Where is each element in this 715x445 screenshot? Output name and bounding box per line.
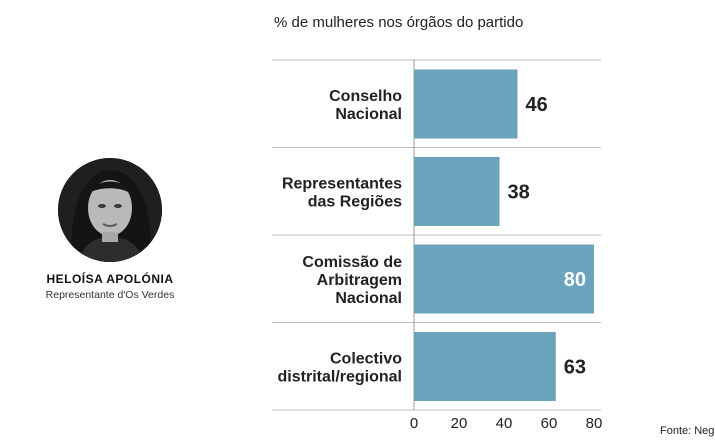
bar bbox=[414, 69, 518, 139]
category-label: Nacional bbox=[335, 106, 402, 123]
person-role: Representante d'Os Verdes bbox=[45, 289, 175, 301]
chart-title: % de mulheres nos órgãos do partido bbox=[274, 14, 524, 31]
category-label: distrital/regional bbox=[278, 368, 402, 385]
data-label: 63 bbox=[564, 357, 586, 379]
tick-label: 80 bbox=[586, 415, 603, 432]
category-label: das Regiões bbox=[308, 193, 402, 210]
source-note: Fonte: Neg bbox=[660, 425, 715, 437]
category-label: Comissão de bbox=[302, 254, 402, 271]
person-name: HELOÍSA APOLÓNIA bbox=[46, 272, 174, 286]
tick-label: 40 bbox=[496, 415, 513, 432]
tick-label: 20 bbox=[451, 415, 468, 432]
data-label: 38 bbox=[508, 182, 530, 204]
category-label: Nacional bbox=[335, 290, 402, 307]
bar bbox=[414, 244, 594, 314]
data-label: 80 bbox=[564, 269, 586, 291]
profile-card: HELOÍSA APOLÓNIA Representante d'Os Verd… bbox=[20, 158, 200, 301]
avatar bbox=[58, 158, 162, 262]
category-label: Representantes bbox=[282, 175, 402, 192]
tick-label: 60 bbox=[541, 415, 558, 432]
tick-label: 0 bbox=[410, 415, 418, 432]
category-label: Arbitragem bbox=[317, 272, 402, 289]
category-label: Conselho bbox=[329, 88, 402, 105]
category-label: Colectivo bbox=[330, 350, 402, 367]
bar bbox=[414, 157, 500, 226]
data-label: 46 bbox=[526, 94, 548, 116]
portrait-image bbox=[58, 158, 162, 262]
bar bbox=[414, 332, 556, 401]
